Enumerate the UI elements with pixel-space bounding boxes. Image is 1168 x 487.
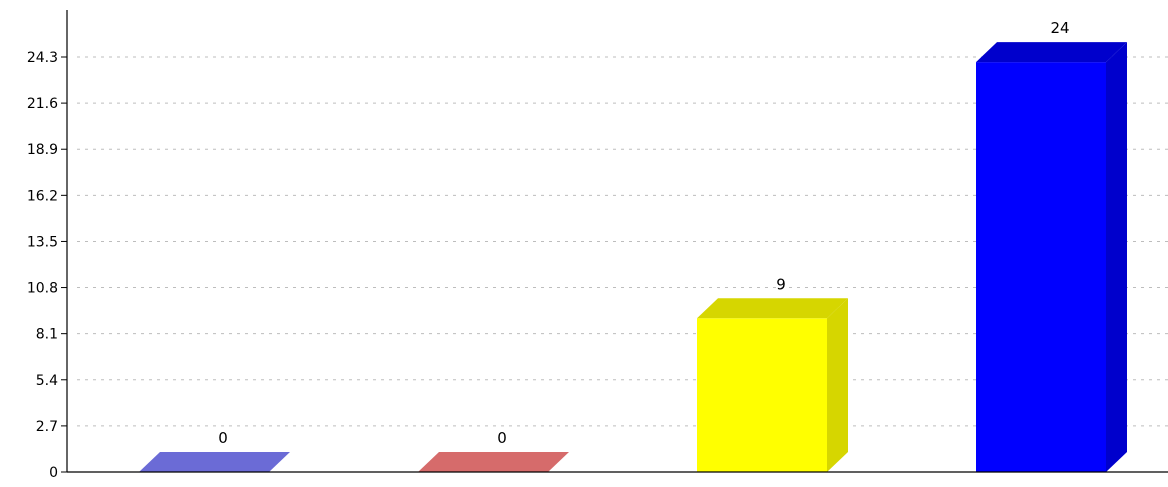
bar-front	[976, 62, 1106, 473]
y-tick-label: 21.6	[27, 96, 58, 112]
data-labels: 0 0 9 24	[218, 19, 1069, 447]
y-tick-label: 16.2	[27, 188, 58, 204]
y-tick-label: 2.7	[36, 419, 58, 435]
bar-value-label: 24	[1050, 19, 1069, 37]
bar-value-label: 0	[218, 429, 228, 447]
bar-front	[697, 318, 827, 472]
bar-top	[418, 452, 569, 472]
bar	[418, 452, 569, 472]
y-tick-label: 18.9	[27, 142, 58, 158]
y-tick-label: 13.5	[27, 234, 58, 250]
gridlines	[77, 56, 1168, 427]
bar-value-label: 0	[497, 429, 507, 447]
y-tick-label: 0	[49, 465, 58, 481]
bar	[976, 42, 1127, 473]
bar-top	[697, 298, 848, 319]
y-tick-label: 24.3	[27, 50, 58, 66]
y-tick-label: 10.8	[27, 281, 58, 297]
bar-top	[976, 42, 1127, 63]
bar	[139, 452, 290, 472]
bar-side	[827, 298, 848, 472]
bar-value-label: 9	[776, 275, 786, 293]
axes: 0 2.7 5.4 8.1 10.8 13.5 16.2 18.9 21.6 24.3	[27, 10, 1168, 481]
bar-side	[1106, 42, 1127, 473]
bar	[697, 298, 848, 472]
bars	[139, 42, 1127, 473]
y-tick-label: 8.1	[36, 327, 58, 343]
bar-top	[139, 452, 290, 472]
y-tick-label: 5.4	[36, 373, 58, 389]
